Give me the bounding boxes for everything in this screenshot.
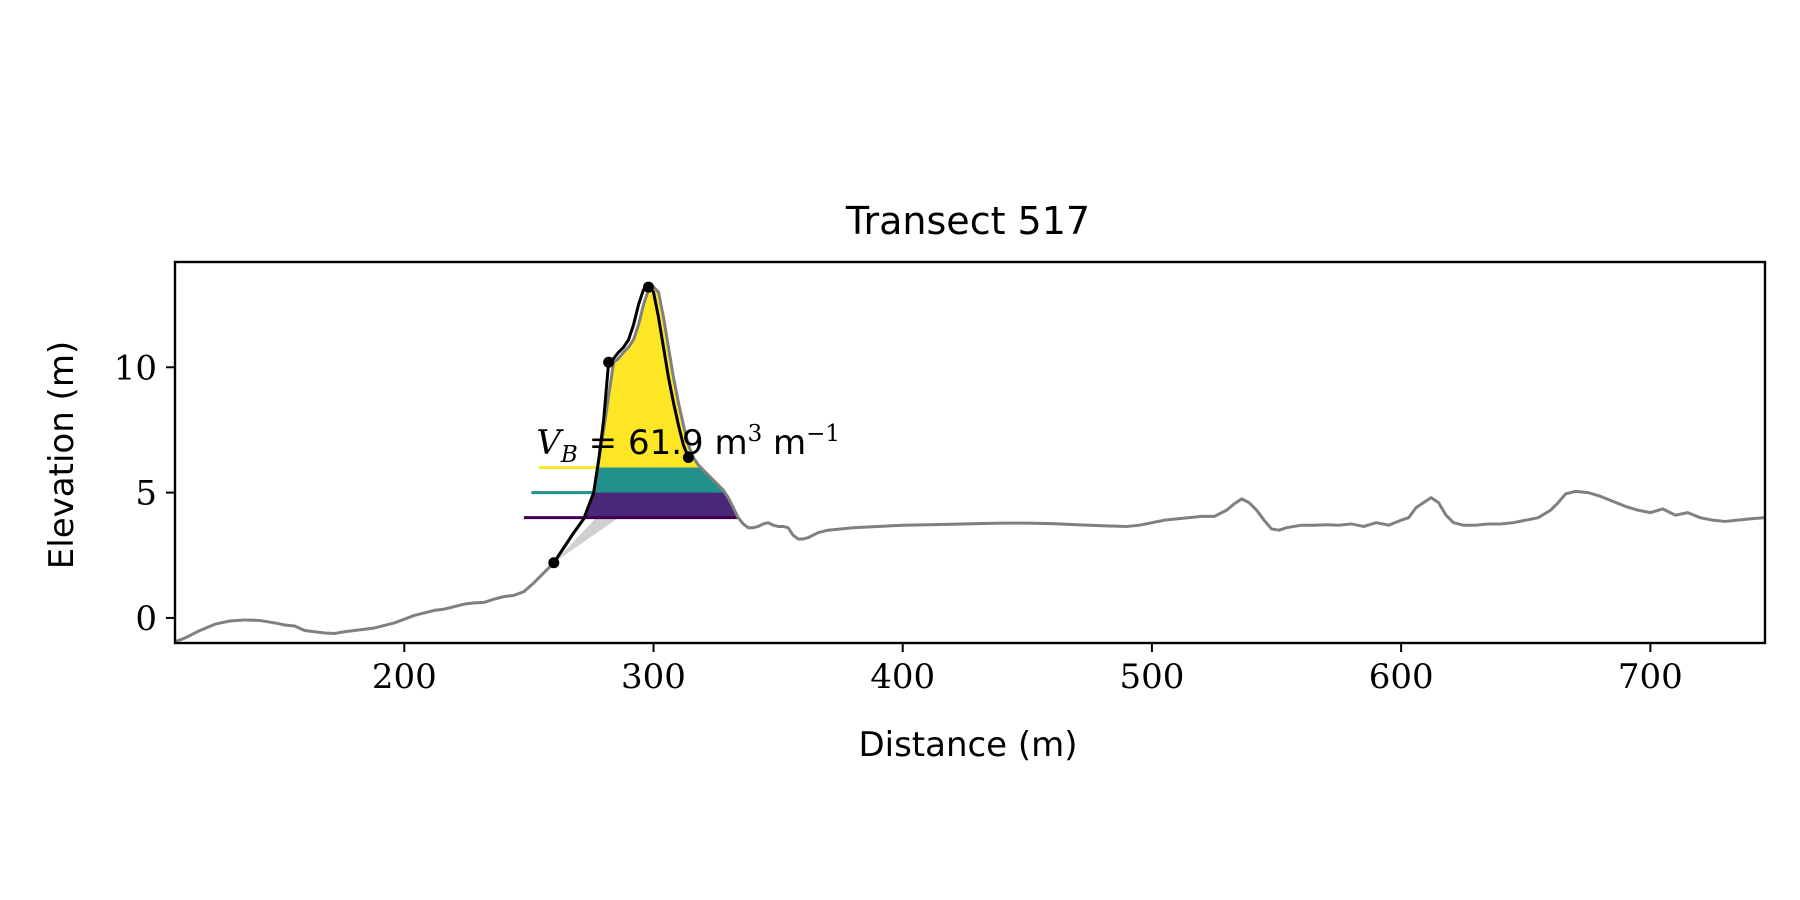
x-tick-label: 600 <box>1369 657 1434 697</box>
annotation-unit-m-exp: 3 <box>748 421 763 447</box>
dune-key-point <box>643 281 655 293</box>
annotation-value: 61.9 <box>628 423 715 463</box>
annotation-unit-m: m <box>714 423 747 463</box>
dune-outline-line <box>552 285 690 564</box>
volume-band-fill <box>597 287 701 468</box>
chart-title: Transect 517 <box>845 199 1090 243</box>
y-tick-label: 0 <box>135 599 157 639</box>
y-axis-label: Elevation (m) <box>42 341 82 569</box>
x-tick-label: 500 <box>1119 657 1184 697</box>
volume-annotation: VB = 61.9 m3 m−1 <box>536 421 840 468</box>
volume-band-fill <box>593 467 725 493</box>
annotation-equals: = <box>578 423 628 463</box>
y-tick-label: 5 <box>135 474 157 514</box>
dune-key-point <box>682 452 694 464</box>
dune-key-point <box>548 557 560 569</box>
y-tick-label: 10 <box>114 348 157 388</box>
volume-band-fill <box>584 492 739 518</box>
annotation-unit-per-exp: −1 <box>806 421 840 447</box>
x-axis-label: Distance (m) <box>858 725 1077 765</box>
dune-key-point <box>603 356 615 368</box>
annotation-subscript: B <box>560 442 578 468</box>
annotation-symbol: V <box>536 423 564 463</box>
x-tick-label: 700 <box>1618 657 1683 697</box>
volume-bands <box>523 287 739 520</box>
x-tick-label: 300 <box>621 657 686 697</box>
axes-frame <box>173 260 1767 645</box>
dune-toe-wedge <box>553 517 619 563</box>
x-tick-label: 400 <box>870 657 935 697</box>
elevation-profile-line <box>175 285 1765 643</box>
x-tick-label: 200 <box>372 657 437 697</box>
annotation-unit-per: m <box>762 423 806 463</box>
